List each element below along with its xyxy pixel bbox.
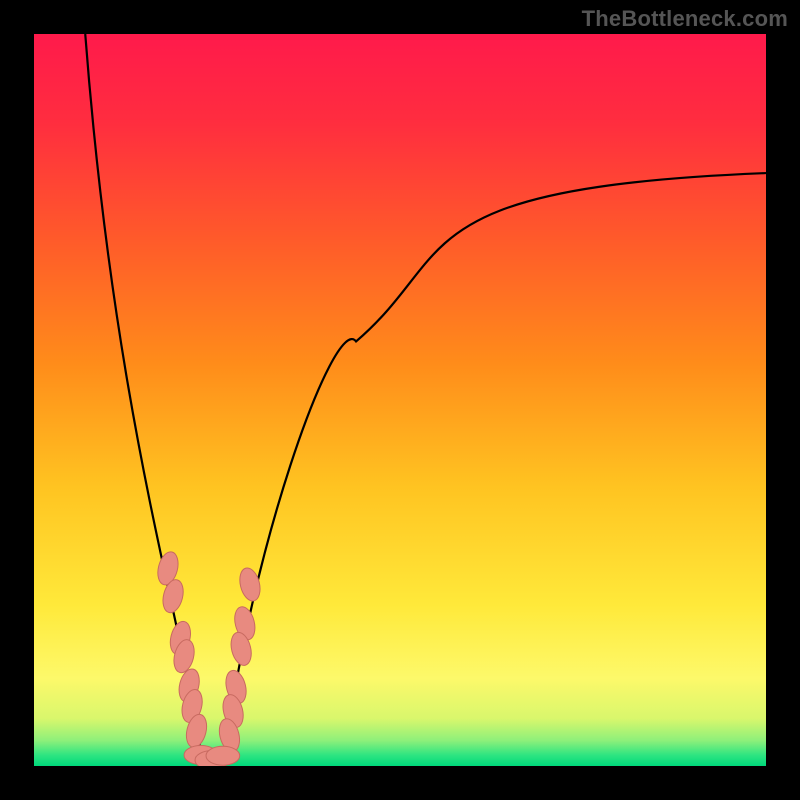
plot-frame bbox=[34, 34, 766, 766]
chart-root: TheBottleneck.com bbox=[0, 0, 800, 800]
bottleneck-curve-chart bbox=[34, 34, 766, 766]
watermark-label: TheBottleneck.com bbox=[582, 6, 788, 32]
gradient-background bbox=[34, 34, 766, 766]
data-marker bbox=[206, 746, 240, 765]
